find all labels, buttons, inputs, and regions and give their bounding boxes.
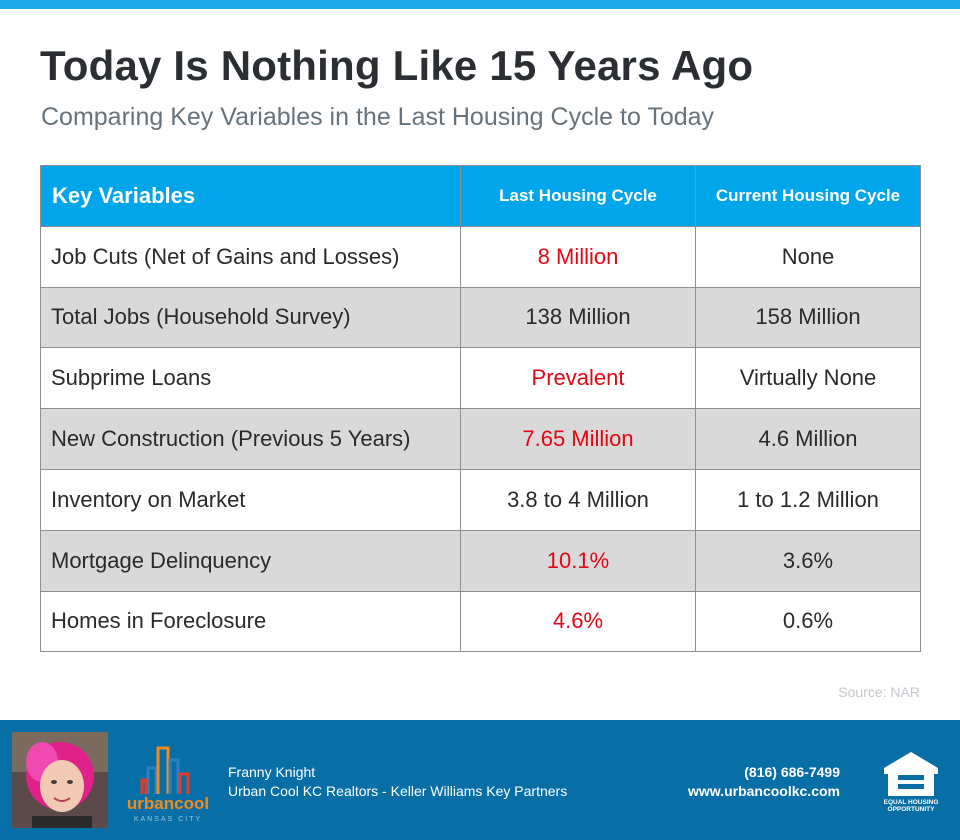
table-row: Job Cuts (Net of Gains and Losses) 8 Mil… bbox=[40, 225, 921, 288]
agent-name: Franny Knight bbox=[228, 764, 316, 780]
row-last-value: 4.6% bbox=[460, 590, 696, 653]
row-last-value: Prevalent bbox=[460, 347, 696, 410]
agent-photo bbox=[12, 732, 108, 828]
row-current-value: 4.6 Million bbox=[695, 408, 921, 470]
equal-housing-opportunity-icon: EQUAL HOUSING OPPORTUNITY bbox=[880, 750, 942, 814]
agent-info: Franny Knight Urban Cool KC Realtors - K… bbox=[228, 763, 567, 801]
row-current-value: None bbox=[695, 225, 921, 288]
page-title: Today Is Nothing Like 15 Years Ago bbox=[40, 42, 754, 89]
header-last-cycle: Last Housing Cycle bbox=[460, 165, 696, 227]
agent-contact: (816) 686-7499 www.urbancoolkc.com bbox=[688, 763, 840, 801]
row-last-value: 10.1% bbox=[460, 529, 696, 592]
source-note: Source: NAR bbox=[838, 684, 920, 700]
eho-line1: EQUAL HOUSING bbox=[884, 799, 939, 806]
agent-phone[interactable]: (816) 686-7499 bbox=[744, 764, 840, 780]
row-variable: Homes in Foreclosure bbox=[40, 590, 461, 653]
table-row: Inventory on Market 3.8 to 4 Million 1 t… bbox=[40, 468, 921, 531]
row-variable: Total Jobs (Household Survey) bbox=[40, 286, 461, 349]
agent-portrait-image bbox=[12, 732, 108, 828]
row-current-value: 0.6% bbox=[695, 590, 921, 653]
top-accent-bar bbox=[0, 0, 960, 9]
urbancool-logo: urbancool KANSAS CITY bbox=[118, 738, 218, 826]
table-header-row: Key Variables Last Housing Cycle Current… bbox=[40, 165, 921, 227]
row-variable: Mortgage Delinquency bbox=[40, 529, 461, 592]
row-variable: Job Cuts (Net of Gains and Losses) bbox=[40, 225, 461, 288]
row-current-value: Virtually None bbox=[695, 347, 921, 410]
table-row: New Construction (Previous 5 Years) 7.65… bbox=[40, 408, 921, 470]
agent-footer: urbancool KANSAS CITY Franny Knight Urba… bbox=[0, 720, 960, 840]
comparison-table: Key Variables Last Housing Cycle Current… bbox=[40, 165, 921, 653]
row-last-value: 8 Million bbox=[460, 225, 696, 288]
row-current-value: 3.6% bbox=[695, 529, 921, 592]
page-subtitle: Comparing Key Variables in the Last Hous… bbox=[41, 103, 715, 131]
logo-subtext: KANSAS CITY bbox=[134, 816, 202, 823]
table-row: Subprime Loans Prevalent Virtually None bbox=[40, 347, 921, 410]
row-last-value: 7.65 Million bbox=[460, 408, 696, 470]
row-variable: New Construction (Previous 5 Years) bbox=[40, 408, 461, 470]
row-variable: Subprime Loans bbox=[40, 347, 461, 410]
logo-wordmark: urbancool bbox=[127, 794, 209, 813]
header-key-variables: Key Variables bbox=[40, 165, 461, 227]
table-row: Homes in Foreclosure 4.6% 0.6% bbox=[40, 590, 921, 653]
row-current-value: 158 Million bbox=[695, 286, 921, 349]
eho-line2: OPPORTUNITY bbox=[888, 806, 936, 813]
row-last-value: 3.8 to 4 Million bbox=[460, 468, 696, 531]
row-variable: Inventory on Market bbox=[40, 468, 461, 531]
agent-website-link[interactable]: www.urbancoolkc.com bbox=[688, 783, 840, 799]
row-last-value: 138 Million bbox=[460, 286, 696, 349]
table-row: Mortgage Delinquency 10.1% 3.6% bbox=[40, 529, 921, 592]
header-current-cycle: Current Housing Cycle bbox=[695, 165, 921, 227]
agent-brokerage: Urban Cool KC Realtors - Keller Williams… bbox=[228, 783, 568, 799]
table-row: Total Jobs (Household Survey) 138 Millio… bbox=[40, 286, 921, 349]
row-current-value: 1 to 1.2 Million bbox=[695, 468, 921, 531]
